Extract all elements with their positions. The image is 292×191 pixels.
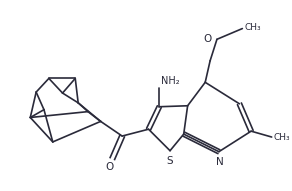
- Text: N: N: [216, 157, 224, 167]
- Text: O: O: [204, 34, 212, 44]
- Text: CH₃: CH₃: [274, 133, 290, 142]
- Text: O: O: [105, 162, 114, 172]
- Text: CH₃: CH₃: [244, 23, 261, 32]
- Text: NH₂: NH₂: [161, 76, 180, 86]
- Text: S: S: [167, 156, 173, 166]
